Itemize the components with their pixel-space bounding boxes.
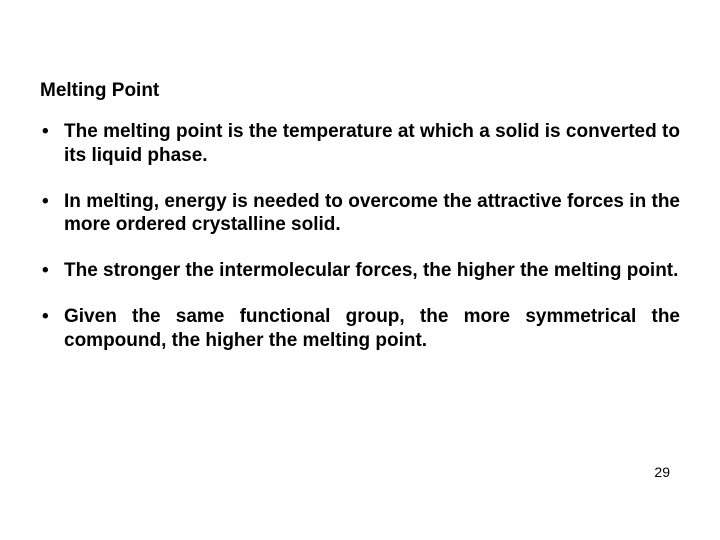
bullet-list: The melting point is the temperature at … — [40, 120, 680, 352]
bullet-item: Given the same functional group, the mor… — [40, 305, 680, 353]
page-number: 29 — [654, 464, 670, 480]
bullet-item: The melting point is the temperature at … — [40, 120, 680, 168]
bullet-item: The stronger the intermolecular forces, … — [40, 259, 680, 283]
slide-heading: Melting Point — [40, 80, 680, 102]
bullet-item: In melting, energy is needed to overcome… — [40, 190, 680, 238]
slide: Melting Point The melting point is the t… — [0, 0, 720, 540]
